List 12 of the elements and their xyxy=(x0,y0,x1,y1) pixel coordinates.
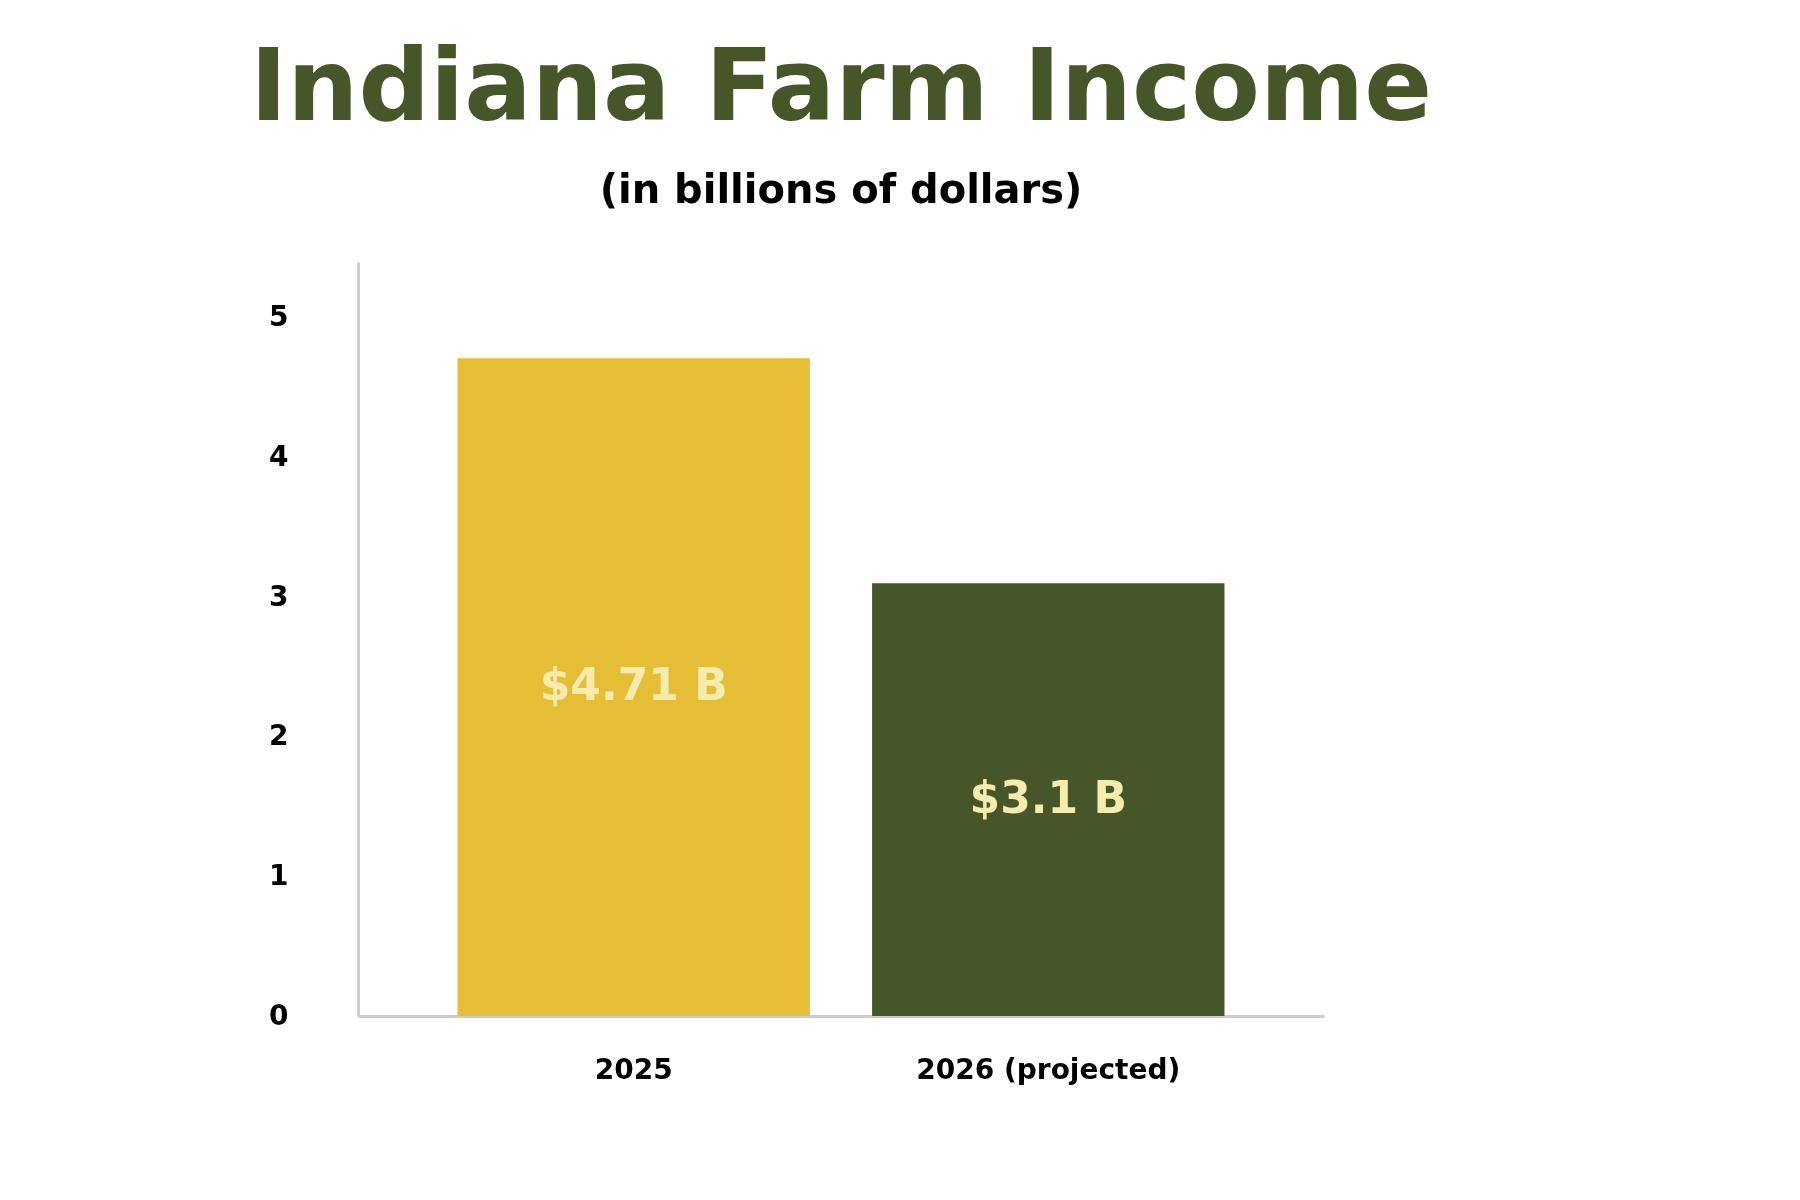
x-tick-label: 2025 xyxy=(594,1052,673,1086)
y-tick-label: 1 xyxy=(269,858,289,892)
chart-title: Indiana Farm Income xyxy=(250,27,1432,144)
y-tick-label: 2 xyxy=(269,719,289,753)
chart-subtitle: (in billions of dollars) xyxy=(599,166,1083,212)
y-tick-label: 0 xyxy=(269,998,289,1032)
y-tick-label: 3 xyxy=(269,579,289,613)
data-label: $3.1 B xyxy=(969,771,1128,823)
y-tick-label: 5 xyxy=(269,300,289,334)
y-tick-label: 4 xyxy=(269,439,289,473)
data-label: $4.71 B xyxy=(539,659,728,711)
x-tick-label: 2026 (projected) xyxy=(916,1052,1181,1086)
